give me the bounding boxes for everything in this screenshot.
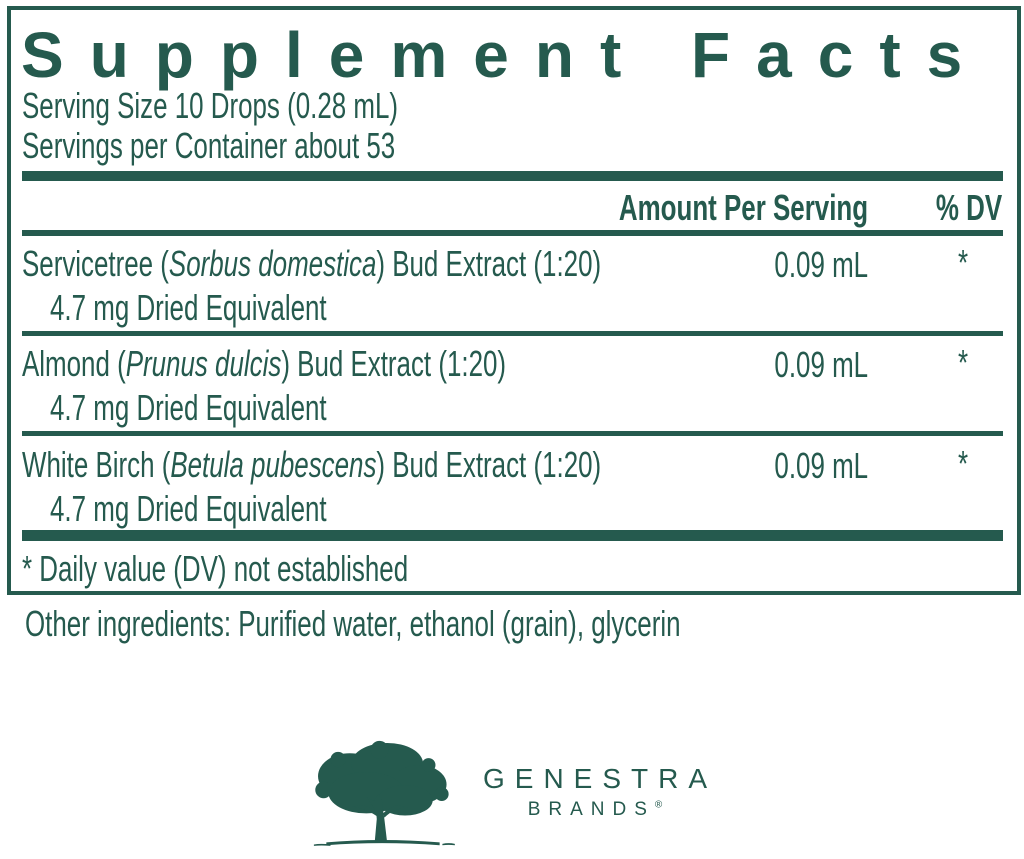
dv-footnote: * Daily value (DV) not established: [22, 548, 409, 589]
brand-logo-text: GENESTRA BRANDS®: [473, 763, 717, 821]
ingredient-name-suffix: ) Bud Extract (1:20): [281, 343, 507, 384]
brand-subtitle: BRANDS®: [527, 799, 663, 820]
ingredient-dv: *: [957, 242, 969, 283]
ingredient-dv: *: [957, 342, 969, 383]
ingredient-dv: *: [957, 443, 969, 484]
ingredient-sub-line: 4.7 mg Dried Equivalent: [50, 488, 327, 529]
ingredient-sub-line: 4.7 mg Dried Equivalent: [50, 387, 327, 428]
ingredient-name-suffix: ) Bud Extract (1:20): [376, 243, 602, 284]
panel-title: Supplement Facts: [21, 19, 989, 91]
ingredient-name-prefix: White Birch (: [22, 444, 171, 485]
thick-divider-top: [22, 171, 1003, 181]
ingredient-row-name: Servicetree (Sorbus domestica) Bud Extra…: [22, 244, 826, 284]
ingredient-row-name: White Birch (Betula pubescens) Bud Extra…: [22, 445, 826, 485]
ingredient-name-prefix: Servicetree (: [22, 243, 169, 284]
ingredient-species: Betula pubescens: [170, 444, 377, 485]
other-ingredients-text: Other ingredients: Purified water, ethan…: [25, 603, 681, 644]
other-ingredients-line: Other ingredients: Purified water, ethan…: [25, 603, 935, 645]
serving-size-line: Serving Size 10 Drops (0.28 mL): [22, 86, 544, 126]
serving-size-text: Serving Size 10 Drops (0.28 mL): [22, 85, 399, 126]
ingredient-amount: 0.09 mL: [774, 445, 868, 486]
row-divider: [22, 331, 1003, 336]
supplement-facts-panel: Supplement Facts Serving Size 10 Drops (…: [7, 6, 1021, 595]
brand-logo: GENESTRA BRANDS®: [307, 733, 717, 851]
ingredient-name-prefix: Almond (: [22, 343, 126, 384]
servings-per-container-line: Servings per Container about 53: [22, 126, 540, 166]
ingredient-sub-line: 4.7 mg Dried Equivalent: [50, 287, 327, 328]
row-divider: [22, 431, 1003, 436]
column-header-dv: % DV: [935, 187, 1003, 228]
tree-icon: [313, 740, 455, 846]
registered-mark: ®: [654, 799, 663, 811]
ingredient-name-suffix: ) Bud Extract (1:20): [376, 444, 602, 485]
thick-divider-bottom: [22, 530, 1003, 541]
ingredient-row-name: Almond (Prunus dulcis) Bud Extract (1:20…: [22, 344, 694, 384]
brand-name: GENESTRA: [482, 763, 718, 794]
servings-per-container-text: Servings per Container about 53: [22, 125, 396, 166]
ingredient-species: Prunus dulcis: [125, 343, 282, 384]
ingredient-amount: 0.09 mL: [774, 344, 868, 385]
column-header-amount: Amount Per Serving: [618, 187, 868, 228]
ingredient-species: Sorbus domestica: [168, 243, 377, 284]
header-divider: [22, 230, 1003, 236]
ingredient-amount: 0.09 mL: [774, 244, 868, 285]
